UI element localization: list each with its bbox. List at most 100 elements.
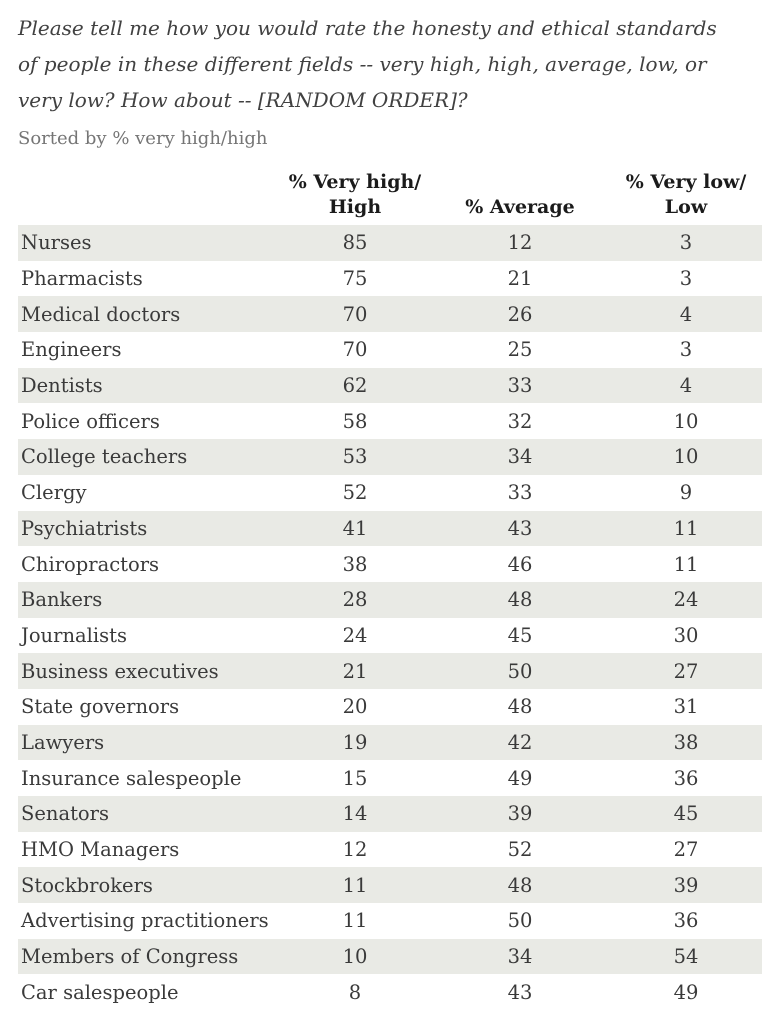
average-cell: 33 (507, 374, 533, 398)
profession-cell: Business executives (21, 659, 219, 683)
very-low-cell: 36 (673, 766, 699, 790)
very-low-cell: 3 (679, 231, 693, 255)
average-cell: 49 (507, 766, 533, 790)
very-low-cell: 24 (673, 588, 699, 612)
average-cell: 34 (507, 945, 533, 969)
average-cell: 43 (507, 980, 533, 1004)
average-cell: 48 (507, 873, 533, 897)
profession-cell: College teachers (21, 445, 188, 469)
profession-cell: Nurses (21, 231, 92, 255)
very-low-cell: 30 (673, 623, 699, 647)
table-row: Engineers 70 25 3 (18, 332, 762, 368)
very-low-cell: 38 (673, 730, 699, 754)
profession-cell: HMO Managers (21, 838, 180, 862)
table-row: Insurance salespeople 15 49 36 (18, 760, 762, 796)
table-row: Car salespeople 8 43 49 (18, 974, 762, 1010)
very-low-cell: 4 (679, 302, 693, 326)
average-cell: 43 (507, 516, 533, 540)
average-cell: 21 (507, 267, 533, 291)
very-low-cell: 3 (679, 338, 693, 362)
table-row: Journalists 24 45 30 (18, 618, 762, 654)
profession-cell: State governors (21, 695, 180, 719)
very-low-cell: 39 (673, 873, 699, 897)
very-high-cell: 15 (342, 766, 368, 790)
very-high-cell: 14 (342, 802, 368, 826)
profession-cell: Police officers (21, 409, 160, 433)
very-high-cell: 70 (342, 302, 368, 326)
very-low-column-header: % Very low/ Low (625, 171, 747, 218)
very-high-cell: 85 (342, 231, 368, 255)
ratings-table-body: Nurses 85 12 3 Pharmacists 75 21 3 Medical docto… (18, 225, 762, 1010)
very-high-cell: 62 (342, 374, 368, 398)
sort-note: Sorted by % very high/high (18, 128, 268, 149)
table-row: Lawyers 19 42 38 (18, 724, 762, 761)
profession-cell: Chiropractors (21, 552, 160, 576)
very-high-column-header: % Very high/ High (288, 171, 422, 218)
average-cell: 42 (507, 730, 533, 754)
profession-cell: Members of Congress (21, 945, 239, 969)
very-low-cell: 10 (673, 409, 699, 433)
question-title: Please tell me how you would rate the ho… (18, 16, 717, 112)
very-high-cell: 41 (342, 516, 368, 540)
profession-cell: Engineers (21, 338, 122, 362)
very-high-cell: 11 (342, 873, 368, 897)
average-cell: 32 (507, 409, 533, 433)
table-header-row: % Very high/ High % Average % Very low/ … (18, 168, 762, 225)
average-cell: 34 (507, 445, 533, 469)
very-low-cell: 45 (673, 802, 699, 826)
average-cell: 45 (507, 623, 533, 647)
profession-cell: Journalists (21, 623, 127, 647)
profession-cell: Clergy (21, 481, 87, 505)
very-low-cell: 27 (673, 659, 699, 683)
very-low-cell: 36 (673, 909, 699, 933)
table-row: Psychiatrists 41 43 11 (18, 510, 762, 547)
very-low-cell: 11 (673, 552, 699, 576)
very-low-cell: 4 (679, 374, 693, 398)
table-row: Advertising practitioners 11 50 36 (18, 903, 762, 939)
very-low-cell: 27 (673, 838, 699, 862)
profession-cell: Lawyers (21, 730, 105, 754)
profession-column-header (18, 168, 280, 225)
average-cell: 25 (507, 338, 533, 362)
average-cell: 48 (507, 588, 533, 612)
very-high-cell: 19 (342, 730, 368, 754)
table-row: Business executives 21 50 27 (18, 653, 762, 689)
very-high-cell: 75 (342, 267, 368, 291)
very-high-cell: 12 (342, 838, 368, 862)
profession-cell: Insurance salespeople (21, 766, 242, 790)
very-high-cell: 20 (342, 695, 368, 719)
very-high-cell: 58 (342, 409, 368, 433)
very-high-cell: 52 (342, 481, 368, 505)
very-high-cell: 53 (342, 445, 368, 469)
table-row: Nurses 85 12 3 (18, 225, 762, 261)
profession-cell: Bankers (21, 588, 103, 612)
profession-cell: Advertising practitioners (21, 909, 269, 933)
very-high-cell: 24 (342, 623, 368, 647)
very-low-cell: 9 (679, 481, 693, 505)
table-row: Senators 14 39 45 (18, 796, 762, 832)
very-low-cell: 54 (673, 945, 699, 969)
very-high-cell: 8 (348, 980, 362, 1004)
profession-cell: Pharmacists (21, 267, 143, 291)
very-low-cell: 11 (673, 516, 699, 540)
average-cell: 26 (507, 302, 533, 326)
very-high-cell: 21 (342, 659, 368, 683)
table-row: Clergy 52 33 9 (18, 475, 762, 511)
average-cell: 48 (507, 695, 533, 719)
average-cell: 33 (507, 481, 533, 505)
table-row: Pharmacists 75 21 3 (18, 261, 762, 297)
average-cell: 12 (507, 231, 533, 255)
very-high-cell: 70 (342, 338, 368, 362)
very-high-cell: 38 (342, 552, 368, 576)
profession-cell: Car salespeople (21, 980, 179, 1004)
profession-cell: Stockbrokers (21, 873, 153, 897)
average-cell: 50 (507, 659, 533, 683)
table-row: Medical doctors 70 26 4 (18, 296, 762, 333)
table-row: Dentists 62 33 4 (18, 367, 762, 404)
table-row: Bankers 28 48 24 (18, 581, 762, 618)
very-high-cell: 11 (342, 909, 368, 933)
average-cell: 39 (507, 802, 533, 826)
ratings-table: % Very high/ High % Average % Very low/ … (18, 168, 762, 1010)
table-row: Members of Congress 10 34 54 (18, 938, 762, 975)
